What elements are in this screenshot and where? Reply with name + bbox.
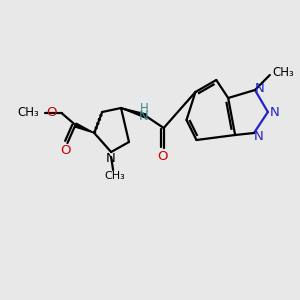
Text: N: N [255, 82, 265, 95]
Text: O: O [60, 143, 71, 157]
Text: O: O [46, 106, 56, 118]
Polygon shape [75, 123, 94, 133]
Text: CH₃: CH₃ [105, 171, 125, 181]
Text: N: N [270, 106, 280, 119]
Text: O: O [158, 149, 168, 163]
Text: N: N [254, 130, 264, 143]
Text: H: H [140, 101, 148, 115]
Text: CH₃: CH₃ [273, 65, 295, 79]
Text: N: N [106, 152, 116, 166]
Polygon shape [121, 108, 146, 118]
Text: CH₃: CH₃ [17, 106, 39, 119]
Text: N: N [139, 110, 149, 124]
